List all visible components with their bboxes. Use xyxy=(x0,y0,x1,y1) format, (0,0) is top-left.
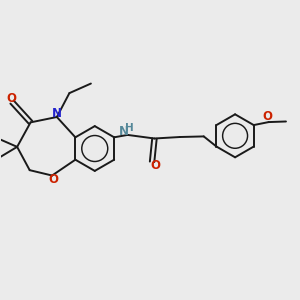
Text: N: N xyxy=(119,125,129,138)
Text: O: O xyxy=(151,159,161,172)
Text: N: N xyxy=(52,107,62,120)
Text: O: O xyxy=(49,172,58,186)
Text: H: H xyxy=(125,123,134,134)
Text: O: O xyxy=(6,92,16,105)
Text: O: O xyxy=(262,110,272,123)
